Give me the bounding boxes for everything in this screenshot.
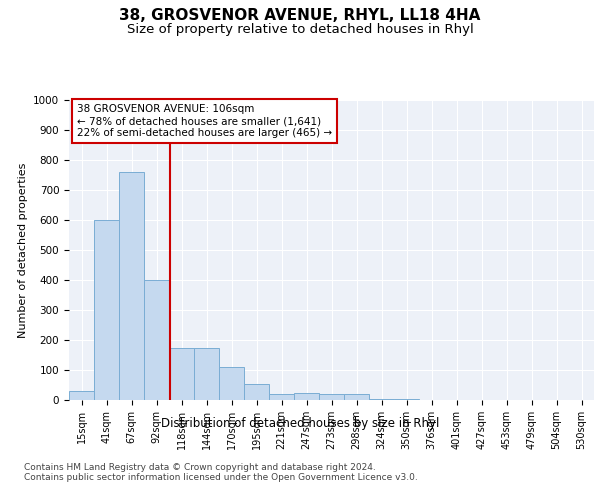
Bar: [194, 348, 219, 400]
Text: Distribution of detached houses by size in Rhyl: Distribution of detached houses by size …: [161, 418, 439, 430]
Bar: [169, 348, 194, 400]
Bar: [219, 367, 244, 400]
Bar: [344, 394, 369, 400]
Bar: [394, 398, 419, 400]
Bar: [119, 172, 144, 400]
Bar: [269, 394, 294, 400]
Bar: [69, 391, 94, 400]
Bar: [94, 220, 119, 400]
Bar: [144, 280, 169, 400]
Y-axis label: Number of detached properties: Number of detached properties: [17, 162, 28, 338]
Bar: [294, 392, 319, 400]
Bar: [244, 384, 269, 400]
Bar: [319, 394, 344, 400]
Text: 38 GROSVENOR AVENUE: 106sqm
← 78% of detached houses are smaller (1,641)
22% of : 38 GROSVENOR AVENUE: 106sqm ← 78% of det…: [77, 104, 332, 138]
Bar: [369, 398, 394, 400]
Text: 38, GROSVENOR AVENUE, RHYL, LL18 4HA: 38, GROSVENOR AVENUE, RHYL, LL18 4HA: [119, 8, 481, 22]
Text: Size of property relative to detached houses in Rhyl: Size of property relative to detached ho…: [127, 22, 473, 36]
Text: Contains HM Land Registry data © Crown copyright and database right 2024.
Contai: Contains HM Land Registry data © Crown c…: [24, 462, 418, 482]
